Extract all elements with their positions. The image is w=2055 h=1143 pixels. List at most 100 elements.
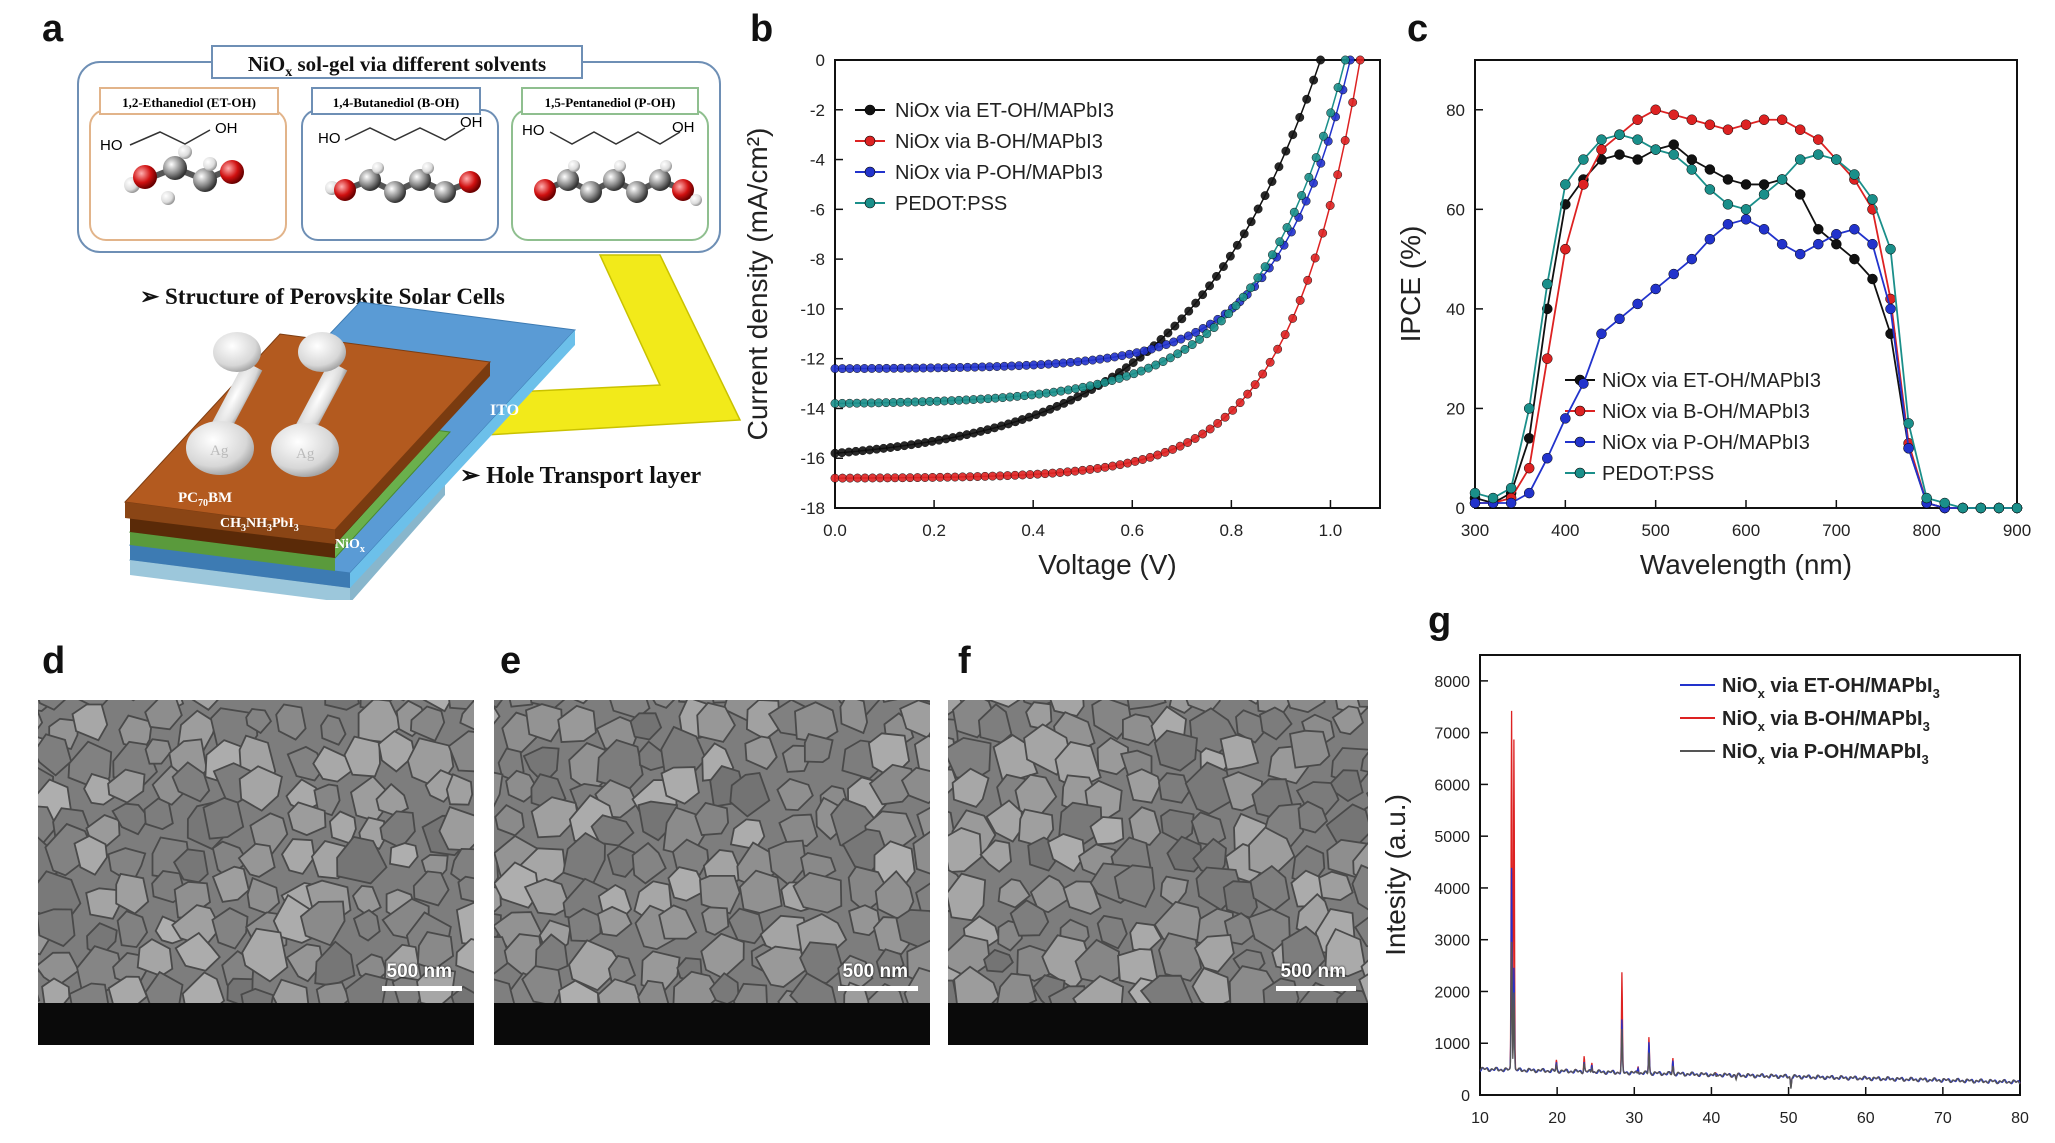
- jv-point: [1265, 357, 1275, 367]
- jv-point: [958, 472, 967, 482]
- sem-grain: [1157, 772, 1190, 804]
- jv-point: [1238, 292, 1248, 302]
- sem-grain: [557, 704, 597, 743]
- sem-grain: [1219, 733, 1260, 771]
- sem-grain: [280, 838, 316, 875]
- layer-label-niox: NiOx: [335, 537, 365, 555]
- sem-grains-e: [494, 700, 930, 1028]
- jv-point: [1297, 191, 1307, 200]
- sem-grain: [174, 931, 221, 972]
- svg-text:HO: HO: [318, 130, 341, 147]
- legend-label: NiOx via ET-OH/MAPbI3: [1602, 370, 1821, 392]
- sem-grain: [1297, 800, 1329, 834]
- solvent-card-etoh: 1,2-Ethanediol (ET-OH) HO OH: [89, 87, 287, 241]
- ipce-point: [1632, 298, 1643, 310]
- sem-grain: [1047, 833, 1086, 873]
- y-axis-label: IPCE (%): [1395, 226, 1426, 343]
- legend-marker: [1574, 405, 1586, 417]
- ipce-point: [1469, 487, 1481, 499]
- jv-point: [1288, 313, 1298, 323]
- sem-grain: [202, 796, 245, 840]
- y-tick-label: 0: [1456, 499, 1465, 518]
- legend-label: NiOx via P-OH/MAPbI3: [1722, 741, 1929, 767]
- jv-point: [1228, 405, 1238, 415]
- legend-label: NiOx via P-OH/MAPbI3: [895, 162, 1103, 184]
- sem-grain: [171, 761, 211, 803]
- jv-point: [875, 473, 885, 483]
- sem-grain: [494, 936, 513, 975]
- ag-electrode-1: Ag: [186, 332, 263, 475]
- sem-grain: [494, 700, 503, 709]
- solvent-label-boh: 1,4-Butanediol (B-OH): [333, 95, 459, 110]
- jv-point: [1281, 146, 1291, 156]
- ipce-point: [1704, 233, 1716, 245]
- ipce-point: [1740, 214, 1752, 225]
- sem-grain: [875, 948, 905, 979]
- sem-grain: [38, 908, 76, 948]
- sem-grain: [606, 845, 637, 878]
- jv-point: [995, 471, 1005, 481]
- ipce-point: [1885, 303, 1896, 315]
- x-tick-label: 80: [2011, 1110, 2029, 1127]
- sem-grain: [116, 910, 149, 949]
- jv-point: [1267, 177, 1277, 186]
- ipce-point: [1867, 238, 1878, 250]
- jv-point: [1295, 112, 1305, 122]
- panel-a-schematic: NiOx sol-gel via different solvents 1,2-…: [77, 45, 742, 600]
- jv-point: [1309, 75, 1319, 85]
- y-tick-label: 6000: [1434, 777, 1470, 794]
- ipce-point: [1758, 223, 1770, 235]
- sem-grain: [107, 768, 146, 804]
- jv-point: [1246, 217, 1256, 227]
- jv-point: [1260, 191, 1270, 201]
- sem-grain: [38, 805, 58, 851]
- sem-grains-d: [38, 700, 474, 1027]
- jv-line: [834, 59, 1361, 479]
- jv-point: [1151, 360, 1161, 370]
- sem-grain: [85, 887, 122, 920]
- jv-point: [830, 473, 840, 483]
- x-tick-label: 0.0: [823, 521, 847, 540]
- jv-point: [1218, 262, 1228, 272]
- jv-point: [1260, 262, 1270, 272]
- jv-point: [913, 473, 922, 483]
- plot-frame: [834, 59, 1381, 509]
- jv-point: [1063, 385, 1073, 395]
- jv-point: [1066, 357, 1076, 367]
- sem-grain: [652, 700, 676, 709]
- y-tick-label: 60: [1446, 200, 1465, 219]
- jv-chart: 0.0 0.2 0.4 0.6 0.8 1.0 0 -2 -4 -6 -8 -10 -12 -14 -16 -…: [742, 51, 1381, 580]
- sem-grain: [1184, 761, 1235, 815]
- jv-point: [1348, 97, 1358, 107]
- jv-point: [1273, 344, 1283, 354]
- jv-point: [1326, 108, 1336, 118]
- scalebar-line-d: [382, 986, 462, 991]
- ipce-point: [1505, 497, 1517, 509]
- sem-grain: [1329, 769, 1364, 803]
- ipce-point: [1686, 253, 1698, 265]
- y-tick-label: 5000: [1434, 829, 1470, 846]
- ipce-point: [1650, 283, 1661, 295]
- jv-point: [1246, 283, 1255, 293]
- sem-grain: [1125, 768, 1162, 804]
- sem-grain: [38, 733, 73, 777]
- svg-text:HO: HO: [522, 122, 545, 139]
- ipce-point: [1903, 443, 1914, 454]
- jv-point: [1130, 456, 1140, 466]
- sem-grain: [997, 878, 1032, 909]
- jv-point: [1231, 301, 1241, 311]
- sem-grain: [1324, 927, 1367, 978]
- sem-grain: [144, 738, 173, 765]
- sem-grain: [505, 769, 540, 803]
- panel-letter-a: a: [42, 8, 64, 50]
- scalebar-label-d: 500 nm: [386, 961, 452, 982]
- jv-point: [1100, 377, 1110, 387]
- ipce-point: [1849, 223, 1860, 235]
- ipce-point: [1740, 204, 1752, 215]
- sem-grain: [1091, 700, 1133, 741]
- x-tick-label: 400: [1551, 521, 1579, 540]
- x-tick-label: 50: [1780, 1110, 1798, 1127]
- sem-image-d: 500 nm: [38, 700, 474, 1045]
- y-tick-label: -8: [810, 250, 825, 269]
- jv-point: [1055, 468, 1065, 477]
